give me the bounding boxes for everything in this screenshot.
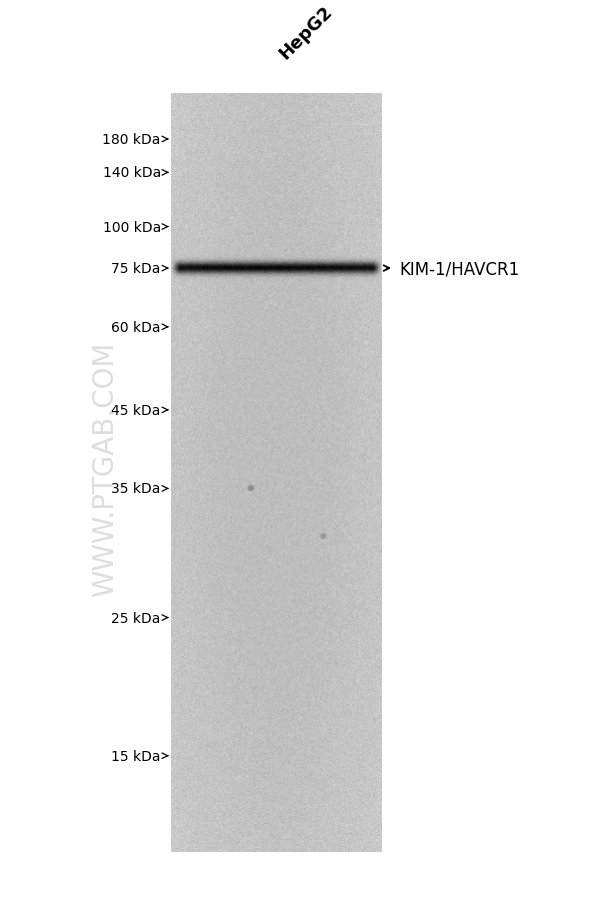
Text: 75 kDa: 75 kDa xyxy=(112,262,161,276)
Text: 25 kDa: 25 kDa xyxy=(112,611,161,625)
Text: 15 kDa: 15 kDa xyxy=(112,749,161,763)
Text: 140 kDa: 140 kDa xyxy=(103,166,161,180)
Text: 180 kDa: 180 kDa xyxy=(103,133,161,147)
Text: HepG2: HepG2 xyxy=(276,3,337,63)
Text: WWW.PTGAB.COM: WWW.PTGAB.COM xyxy=(91,342,119,596)
Text: KIM-1/HAVCR1: KIM-1/HAVCR1 xyxy=(399,260,519,278)
Text: 45 kDa: 45 kDa xyxy=(112,403,161,418)
Text: 100 kDa: 100 kDa xyxy=(103,220,161,235)
Text: 35 kDa: 35 kDa xyxy=(112,482,161,496)
Text: 60 kDa: 60 kDa xyxy=(112,320,161,335)
